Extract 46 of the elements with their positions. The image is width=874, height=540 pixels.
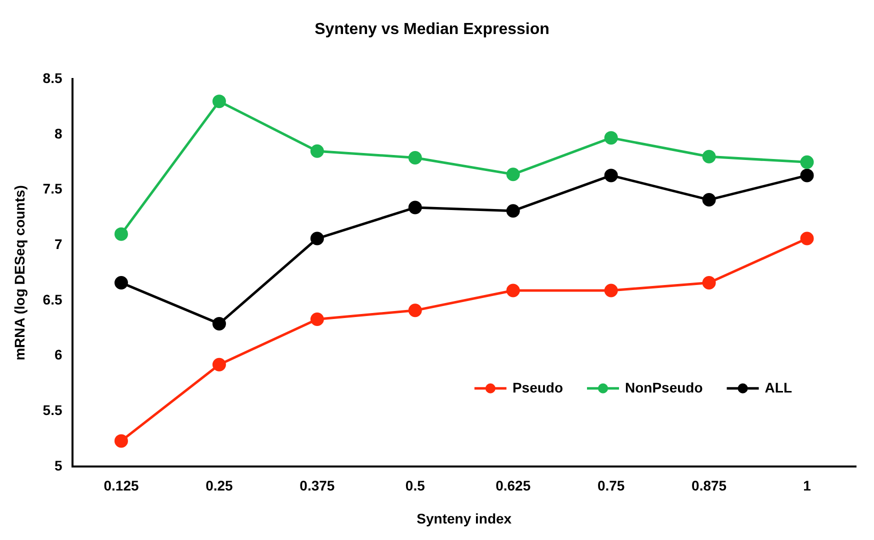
y-tick-label: 7.5 <box>42 180 62 197</box>
point <box>114 276 128 290</box>
y-tick-label: 6 <box>54 346 62 363</box>
point <box>604 131 618 145</box>
point <box>408 150 422 164</box>
chart-title: Synteny vs Median Expression <box>314 21 550 38</box>
y-tick-label: 6.5 <box>42 291 62 308</box>
x-tick-label: 0.875 <box>692 478 727 494</box>
point <box>702 150 716 164</box>
x-tick-label: 0.375 <box>300 478 335 494</box>
point <box>506 204 520 218</box>
point <box>800 232 814 246</box>
y-tick-label: 8 <box>54 125 62 142</box>
point <box>212 316 226 330</box>
point <box>800 155 814 169</box>
point <box>114 434 128 448</box>
y-tick-label: 5.5 <box>42 402 62 418</box>
point <box>310 144 324 158</box>
point <box>114 227 128 241</box>
point <box>408 200 422 214</box>
point <box>408 304 422 318</box>
x-tick-label: 0.25 <box>206 478 234 494</box>
point <box>604 168 618 182</box>
x-axis-title: Synteny index <box>416 510 512 526</box>
y-tick-label: 5 <box>54 457 62 474</box>
y-tick-label: 7 <box>54 236 62 252</box>
point <box>212 358 226 372</box>
legend-label: NonPseudo <box>625 379 703 396</box>
point <box>310 232 324 246</box>
x-tick-label: 0.125 <box>104 478 139 494</box>
point <box>604 284 618 298</box>
y-tick-label: 8.5 <box>42 70 62 86</box>
legend-label: ALL <box>764 379 792 396</box>
point <box>212 94 226 108</box>
point <box>506 284 520 298</box>
point <box>506 168 520 182</box>
y-axis-title: mRNA (log DESeq counts) <box>11 185 28 360</box>
point <box>702 276 716 290</box>
x-tick-label: 0.625 <box>496 478 531 494</box>
x-tick-label: 0.5 <box>405 478 426 494</box>
point <box>702 193 716 207</box>
legend-label: Pseudo <box>512 379 564 396</box>
point <box>800 168 814 182</box>
point <box>310 312 324 326</box>
x-tick-label: 0.75 <box>597 478 625 494</box>
x-tick-label: 1 <box>803 478 812 494</box>
